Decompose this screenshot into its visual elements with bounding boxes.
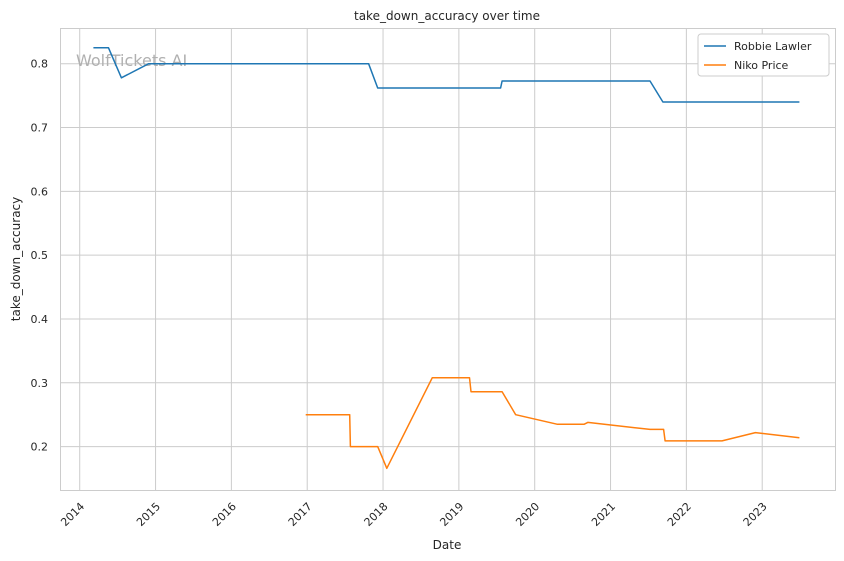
series-lines [93,47,800,470]
grid [60,28,835,490]
x-tick-label: 2016 [210,500,239,529]
y-axis-label: take_down_accuracy [9,197,23,321]
watermark: WolfTickets AI [76,51,187,70]
y-tick-label: 0.5 [31,249,49,262]
y-tick-label: 0.2 [31,441,49,454]
x-tick-label: 2023 [741,500,770,529]
series-line-robbie-lawler [93,47,800,103]
x-tick-label: 2014 [58,500,87,529]
legend-box [697,33,830,77]
x-tick-label: 2021 [589,500,618,529]
y-tick-label: 0.6 [31,185,49,198]
chart-title: take_down_accuracy over time [354,9,540,23]
legend-label-niko-price: Niko Price [734,59,789,72]
x-tick-label: 2020 [513,500,542,529]
series-line-niko-price [305,376,800,470]
y-tick-label: 0.8 [31,58,49,71]
x-axis-label: Date [433,538,462,552]
y-tick-label: 0.3 [31,377,49,390]
x-tick-label: 2018 [362,500,391,529]
legend: Robbie Lawler Niko Price [697,33,830,77]
legend-label-robbie-lawler: Robbie Lawler [734,40,812,53]
y-tick-label: 0.4 [31,313,49,326]
x-tick-label: 2022 [665,500,694,529]
x-tick-label: 2015 [134,500,163,529]
y-tick-label: 0.7 [31,122,49,135]
plot-frame [60,28,836,491]
x-tick-label: 2019 [437,500,466,529]
ticks: 2014 2015 2016 2017 2018 2019 2020 2021 2022 2023… [31,58,770,529]
x-tick-label: 2017 [286,500,315,529]
